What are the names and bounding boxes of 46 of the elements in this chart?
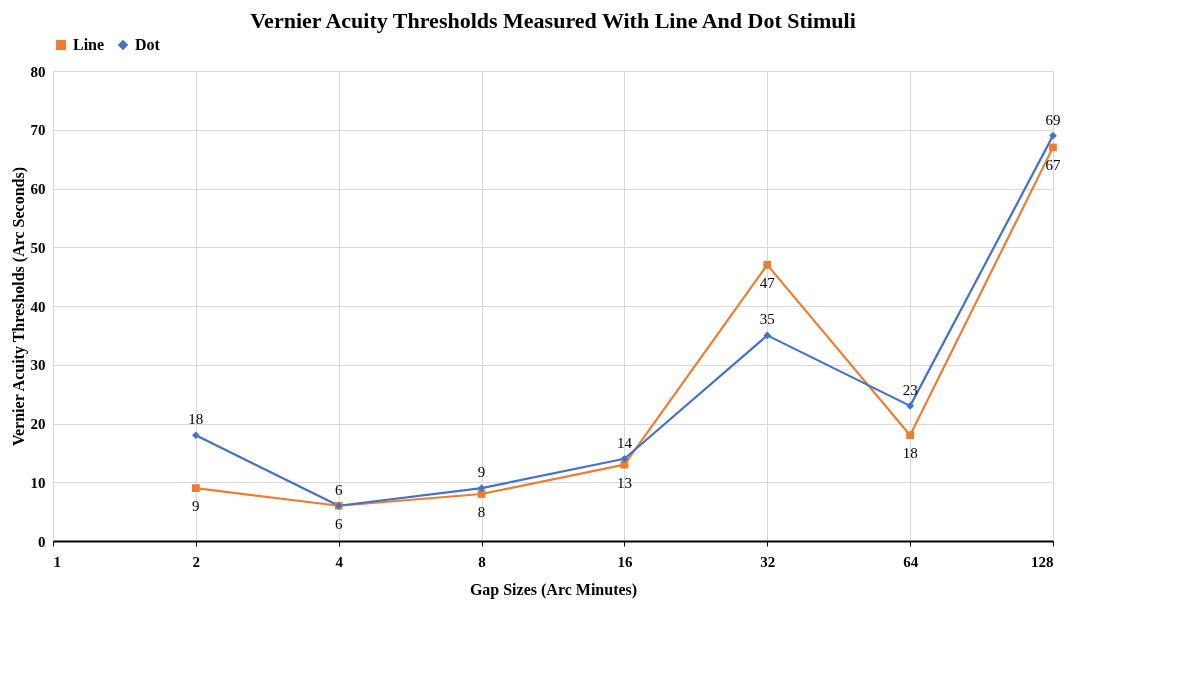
legend-label: Dot bbox=[135, 36, 161, 53]
x-axis-title: Gap Sizes (Arc Minutes) bbox=[469, 580, 638, 599]
x-tick-label: 128 bbox=[1031, 553, 1054, 570]
point bbox=[763, 331, 772, 340]
x-tick-label: 4 bbox=[335, 553, 344, 570]
y-tick-label: 60 bbox=[30, 181, 46, 197]
point bbox=[191, 431, 200, 440]
point bbox=[620, 454, 629, 463]
point bbox=[763, 261, 772, 269]
point bbox=[1049, 143, 1057, 152]
data-label: 47 bbox=[759, 274, 776, 291]
y-tick-label: 20 bbox=[30, 416, 46, 432]
chart-title: Vernier Acuity Thresholds Measured With Line And Dot Stimuli bbox=[250, 8, 856, 33]
x-tick-label: 16 bbox=[617, 553, 633, 570]
x-tick-label: 2 bbox=[192, 553, 201, 570]
y-tick-label: 0 bbox=[38, 533, 46, 550]
data-label: 6 bbox=[334, 515, 343, 532]
data-label: 18 bbox=[188, 411, 204, 428]
y-tick-label: 50 bbox=[30, 239, 46, 256]
data-label: 69 bbox=[1045, 111, 1061, 128]
y-tick-label: 10 bbox=[30, 474, 46, 491]
point bbox=[191, 484, 200, 492]
data-label: 14 bbox=[616, 434, 633, 451]
data-label: 8 bbox=[477, 504, 486, 520]
data-label: 9 bbox=[192, 498, 200, 515]
y-tick-label: 30 bbox=[30, 357, 46, 374]
legend-label: Line bbox=[73, 36, 105, 53]
y-tick-label: 70 bbox=[30, 122, 46, 139]
data-label: 67 bbox=[1045, 157, 1061, 174]
y-axis-title: Vernier Acuity Thresholds (Arc Seconds) bbox=[9, 166, 28, 447]
data-label: 13 bbox=[616, 474, 632, 491]
point bbox=[477, 484, 486, 492]
point bbox=[906, 431, 915, 440]
point bbox=[1049, 131, 1057, 140]
x-tick-label: 32 bbox=[760, 553, 776, 570]
x-tick-label: 64 bbox=[903, 553, 919, 570]
y-tick-label: 80 bbox=[30, 63, 46, 80]
data-label: 35 bbox=[759, 311, 775, 328]
data-label: 23 bbox=[902, 381, 918, 398]
point bbox=[906, 402, 915, 410]
data-label: 6 bbox=[334, 481, 343, 498]
y-tick-label: 40 bbox=[30, 298, 46, 315]
x-tick-label: 8 bbox=[478, 553, 486, 570]
data-label: 9 bbox=[477, 464, 486, 481]
data-label: 18 bbox=[902, 445, 918, 462]
x-tick-label: 1 bbox=[53, 553, 61, 570]
